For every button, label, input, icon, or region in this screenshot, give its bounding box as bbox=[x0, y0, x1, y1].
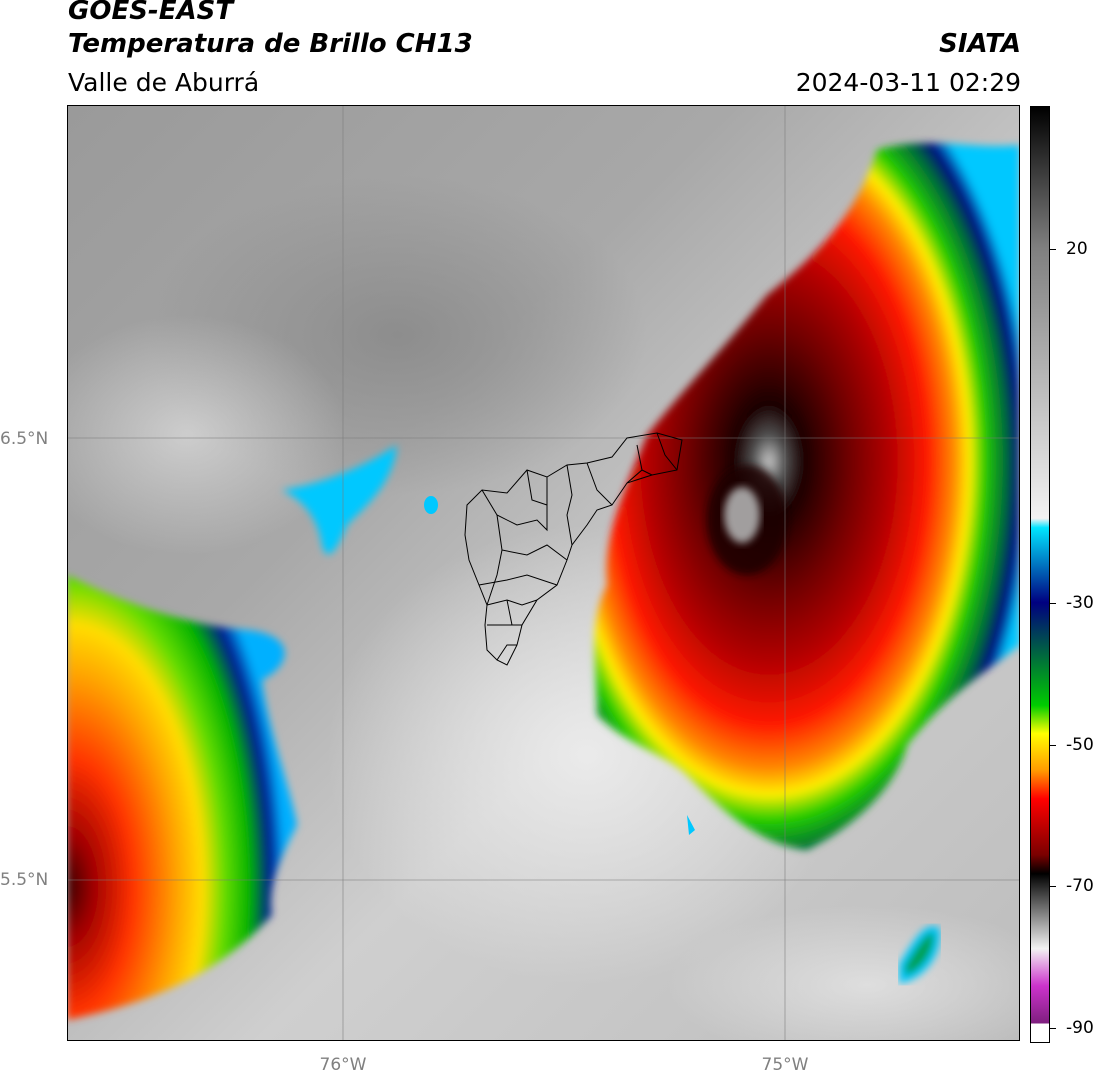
small-cell-fragment bbox=[687, 815, 695, 835]
region-label: Valle de Aburrá bbox=[68, 68, 260, 97]
lat-label-5-5n: 5.5°N bbox=[0, 870, 49, 890]
map-canvas bbox=[67, 105, 1020, 1041]
small-cell-north bbox=[282, 445, 397, 555]
colorbar-label-minus-50: -50 bbox=[1066, 735, 1094, 755]
municipal-boundaries bbox=[464, 432, 683, 666]
product-title: Temperatura de Brillo CH13 bbox=[68, 29, 473, 59]
source-label: SIATA bbox=[939, 29, 1021, 59]
colorbar bbox=[1030, 106, 1050, 1043]
small-cell-dot bbox=[424, 496, 438, 514]
western-storm-cell bbox=[67, 575, 297, 1020]
satellite-map bbox=[67, 105, 1020, 1041]
datetime-label: 2024-03-11 02:29 bbox=[795, 68, 1021, 97]
colorbar-tick-20 bbox=[1050, 249, 1056, 250]
lon-label-75w: 75°W bbox=[761, 1055, 809, 1075]
colorbar-label-20: 20 bbox=[1066, 239, 1088, 259]
colorbar-label-minus-70: -70 bbox=[1066, 876, 1094, 896]
colorbar-tick-minus-30 bbox=[1050, 603, 1056, 604]
colorbar-tick-minus-70 bbox=[1050, 886, 1056, 887]
light-cloud-patch-west bbox=[67, 315, 347, 555]
storm-overshooting-top bbox=[724, 487, 760, 543]
colorbar-label-minus-30: -30 bbox=[1066, 593, 1094, 613]
lat-label-6-5n: 6.5°N bbox=[0, 429, 49, 449]
small-cell-south bbox=[899, 926, 941, 984]
satellite-title: GOES-EAST bbox=[68, 0, 234, 26]
lon-label-76w: 76°W bbox=[319, 1055, 367, 1075]
colorbar-tick-minus-90 bbox=[1050, 1028, 1056, 1029]
colorbar-tick-minus-50 bbox=[1050, 745, 1056, 746]
eastern-storm-cell bbox=[594, 143, 1020, 850]
colorbar-label-minus-90: -90 bbox=[1066, 1018, 1094, 1038]
